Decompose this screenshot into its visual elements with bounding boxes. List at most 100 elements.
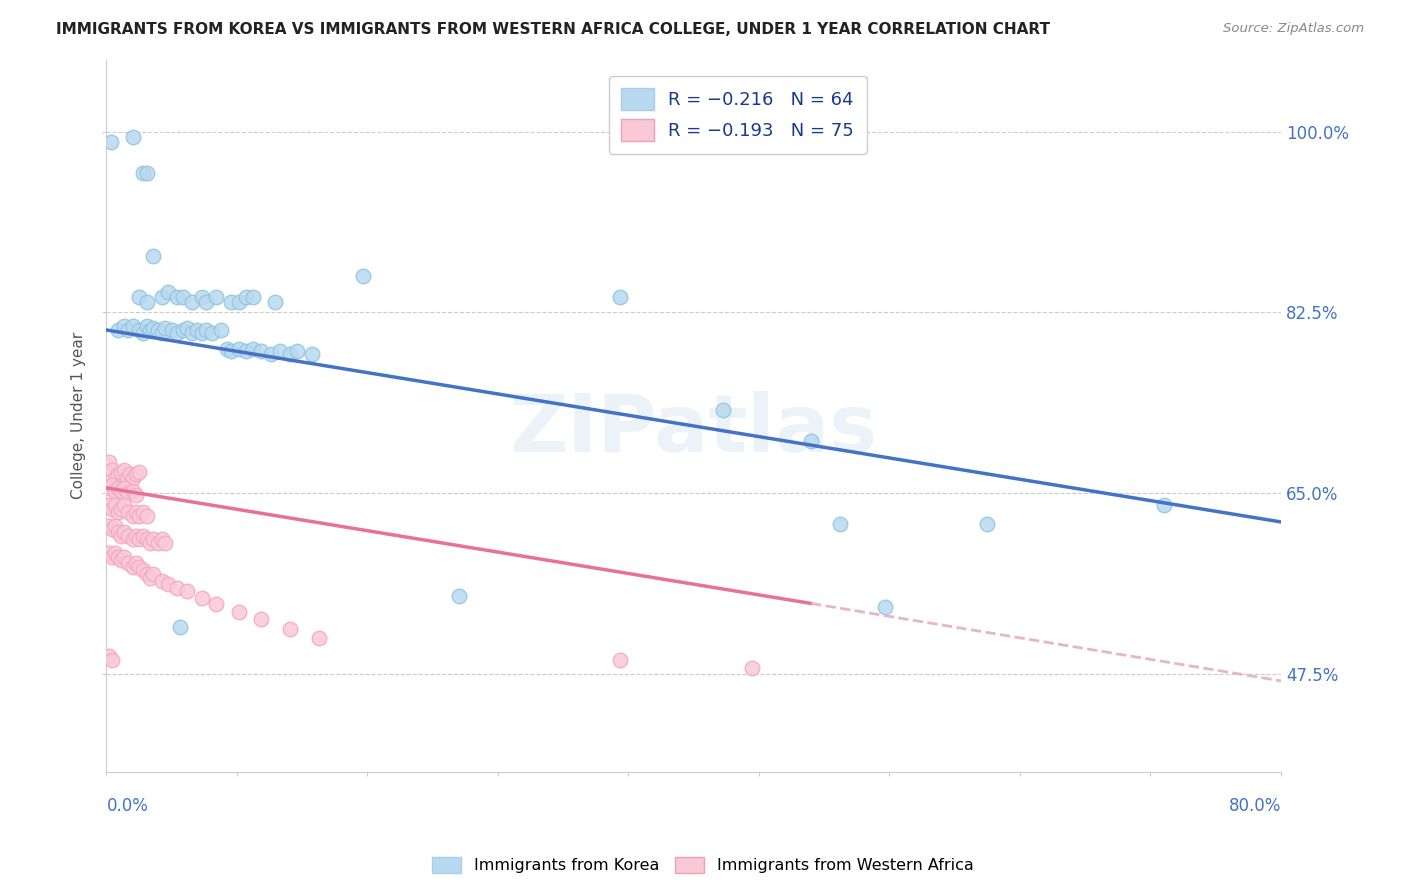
Point [172, 323, 194, 337]
Point [153, 535, 176, 549]
Point [117, 529, 139, 543]
Point [205, 290, 228, 304]
Point [242, 290, 264, 304]
Point [136, 318, 159, 333]
Point [301, 347, 323, 361]
Point [228, 605, 250, 619]
Point [228, 295, 250, 310]
Point [139, 571, 162, 585]
Point [132, 326, 155, 340]
Point [800, 434, 823, 449]
Point [249, 612, 271, 626]
Point [125, 505, 148, 519]
Point [117, 323, 139, 337]
Point [150, 290, 173, 304]
Point [128, 290, 150, 304]
Point [142, 321, 165, 335]
Legend: Immigrants from Korea, Immigrants from Western Africa: Immigrants from Korea, Immigrants from W… [426, 850, 980, 880]
Point [125, 488, 148, 502]
Point [219, 343, 242, 358]
Point [209, 323, 232, 337]
Point [128, 533, 150, 547]
Point [201, 326, 224, 340]
Point [249, 343, 271, 358]
Point [107, 505, 129, 519]
Point [104, 499, 127, 513]
Point [169, 620, 191, 634]
Text: IMMIGRANTS FROM KOREA VS IMMIGRANTS FROM WESTERN AFRICA COLLEGE, UNDER 1 YEAR CO: IMMIGRANTS FROM KOREA VS IMMIGRANTS FROM… [56, 22, 1050, 37]
Point [260, 347, 283, 361]
Point [101, 501, 124, 516]
Point [191, 290, 214, 304]
Point [117, 486, 139, 500]
Point [242, 342, 264, 356]
Point [176, 584, 198, 599]
Point [115, 470, 138, 484]
Point [176, 321, 198, 335]
Point [121, 560, 143, 574]
Point [98, 499, 121, 513]
Legend: R = −0.216   N = 64, R = −0.193   N = 75: R = −0.216 N = 64, R = −0.193 N = 75 [609, 76, 866, 154]
Point [128, 323, 150, 337]
Point [107, 467, 129, 482]
Point [101, 549, 124, 564]
Point [110, 501, 132, 516]
Point [162, 323, 184, 337]
Point [98, 546, 121, 560]
Point [235, 343, 257, 358]
Point [157, 577, 180, 591]
Point [132, 564, 155, 578]
Point [172, 290, 194, 304]
Point [110, 529, 132, 543]
Text: Source: ZipAtlas.com: Source: ZipAtlas.com [1223, 22, 1364, 36]
Point [308, 631, 330, 645]
Point [121, 508, 143, 523]
Point [136, 566, 159, 581]
Point [153, 321, 176, 335]
Point [101, 522, 124, 536]
Point [142, 249, 165, 263]
Point [101, 477, 124, 491]
Text: 80.0%: 80.0% [1229, 797, 1281, 815]
Point [447, 589, 470, 603]
Point [180, 295, 202, 310]
Point [104, 483, 127, 498]
Point [609, 290, 631, 304]
Point [166, 581, 188, 595]
Y-axis label: College, Under 1 year: College, Under 1 year [72, 332, 86, 500]
Point [125, 556, 148, 570]
Point [228, 342, 250, 356]
Point [136, 508, 159, 523]
Point [107, 525, 129, 540]
Point [150, 574, 173, 588]
Point [112, 481, 135, 495]
Point [132, 505, 155, 519]
Point [191, 591, 214, 606]
Point [128, 466, 150, 480]
Point [146, 323, 169, 337]
Point [132, 529, 155, 543]
Point [132, 166, 155, 180]
Point [112, 549, 135, 564]
Point [118, 467, 141, 482]
Point [112, 525, 135, 540]
Point [186, 323, 208, 337]
Point [269, 343, 291, 358]
Point [166, 326, 188, 340]
Point [107, 549, 129, 564]
Point [142, 533, 165, 547]
Point [195, 323, 218, 337]
Point [136, 295, 159, 310]
Point [110, 483, 132, 498]
Point [98, 455, 121, 469]
Point [278, 347, 301, 361]
Point [128, 508, 150, 523]
Point [104, 470, 127, 484]
Point [139, 323, 162, 337]
Point [136, 533, 159, 547]
Point [100, 135, 122, 149]
Point [264, 295, 287, 310]
Point [98, 481, 121, 495]
Point [150, 326, 173, 340]
Point [125, 467, 148, 482]
